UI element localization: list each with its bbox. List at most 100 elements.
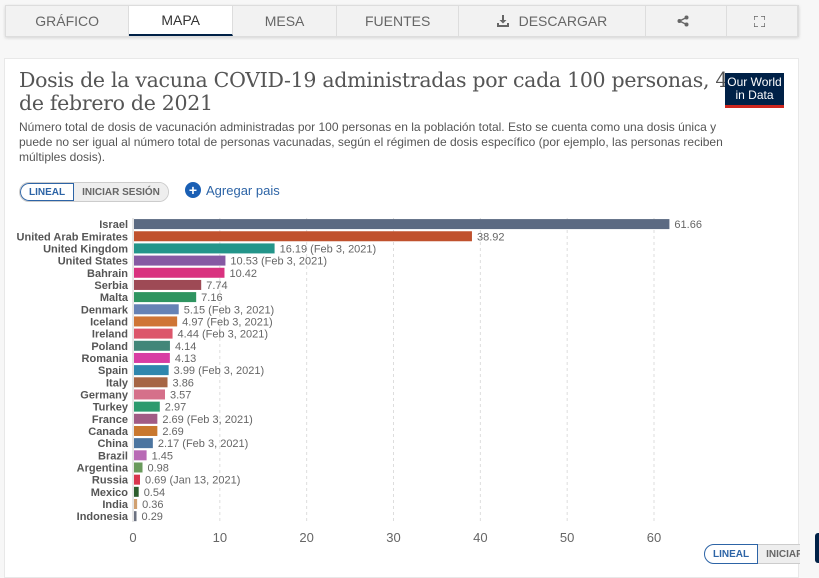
side-panel-handle[interactable] — [815, 533, 819, 563]
scale-linear-button[interactable]: LINEAL — [20, 183, 75, 201]
tab-label: GRÁFICO — [35, 13, 100, 29]
category-label: Malta — [100, 292, 129, 304]
value-label: 7.74 — [206, 280, 227, 292]
tab-mapa[interactable]: MAPA — [129, 6, 234, 36]
category-label: United Arab Emirates — [17, 231, 128, 243]
tab-label: FUENTES — [364, 13, 431, 29]
category-label: Argentina — [77, 462, 129, 474]
tab-descargar[interactable]: DESCARGAR — [459, 6, 646, 36]
category-label: United States — [58, 256, 128, 268]
bar-ireland — [134, 328, 173, 339]
bar-italy — [134, 377, 168, 388]
tab-fullscreen[interactable] — [727, 6, 798, 36]
value-label: 3.57 — [170, 389, 191, 401]
add-country-label: Agregar pais — [206, 182, 280, 198]
category-label: Mexico — [91, 487, 129, 499]
x-tick-label: 20 — [299, 530, 313, 545]
bar-united-arab-emirates — [134, 231, 472, 242]
tab-label: DESCARGAR — [518, 13, 608, 29]
value-label: 2.97 — [165, 402, 186, 414]
category-label: Indonesia — [77, 511, 129, 523]
bar-canada — [134, 425, 158, 436]
tab-share[interactable] — [646, 6, 728, 36]
bar-india — [134, 498, 138, 509]
bar-mexico — [134, 486, 139, 497]
value-label: 5.15 (Feb 3, 2021) — [184, 304, 275, 316]
value-label: 2.17 (Feb 3, 2021) — [158, 438, 249, 450]
bar-united-states — [134, 255, 226, 266]
category-label: Russia — [92, 475, 129, 487]
bar-russia — [134, 474, 140, 485]
value-label: 1.45 — [152, 450, 173, 462]
x-tick-label: 10 — [213, 530, 227, 545]
category-label: Serbia — [94, 280, 129, 292]
value-label: 0.36 — [142, 499, 163, 511]
category-label: Brazil — [98, 450, 128, 462]
category-label: Italy — [106, 377, 129, 389]
tab-fuentes[interactable]: FUENTES — [337, 6, 460, 36]
scale-toggle: LINEAL INICIAR SESIÓN — [19, 182, 169, 202]
bar-turkey — [134, 401, 160, 412]
bar-malta — [134, 292, 197, 303]
bottom-scale-toggle: LINEAL INICIAR — [704, 544, 800, 564]
bar-israel — [134, 219, 670, 230]
logo-line-1: Our World — [727, 75, 782, 89]
bar-china — [134, 438, 153, 449]
value-label: 7.16 — [201, 292, 222, 304]
tab-label: MAPA — [161, 12, 201, 28]
chart-subtitle: Número total de dosis de vacunación admi… — [19, 120, 723, 164]
category-label: India — [102, 499, 129, 511]
value-label: 0.69 (Jan 13, 2021) — [145, 475, 240, 487]
bar-united-kingdom — [134, 243, 275, 254]
bottom-scale-linear-button[interactable]: LINEAL — [704, 544, 759, 564]
value-label: 3.86 — [173, 377, 194, 389]
category-label: Poland — [91, 341, 128, 353]
tab-bar: GRÁFICO MAPA MESA FUENTES DESCARGAR — [5, 5, 799, 37]
category-label: Canada — [88, 426, 129, 438]
x-tick-label: 0 — [129, 530, 136, 545]
value-label: 4.44 (Feb 3, 2021) — [178, 329, 269, 341]
bar-denmark — [134, 304, 179, 315]
value-label: 16.19 (Feb 3, 2021) — [280, 243, 377, 255]
scale-log-button[interactable]: INICIAR SESIÓN — [74, 183, 168, 201]
value-label: 4.97 (Feb 3, 2021) — [182, 316, 273, 328]
bar-poland — [134, 340, 170, 351]
tab-grafico[interactable]: GRÁFICO — [6, 6, 130, 36]
value-label: 0.29 — [142, 511, 163, 523]
bar-bahrain — [134, 267, 225, 278]
bar-brazil — [134, 450, 147, 461]
category-label: Spain — [98, 365, 128, 377]
download-icon — [496, 15, 514, 27]
bar-serbia — [134, 279, 202, 290]
chart-title: Dosis de la vacuna COVID-19 administrada… — [19, 68, 729, 115]
x-tick-label: 30 — [386, 530, 400, 545]
x-tick-label: 60 — [647, 530, 661, 545]
add-country-button[interactable]: + Agregar pais — [185, 182, 280, 198]
value-label: 0.98 — [148, 462, 169, 474]
bar-indonesia — [134, 511, 137, 522]
plus-circle-icon: + — [185, 182, 201, 198]
bar-romania — [134, 352, 170, 363]
category-label: Ireland — [92, 329, 128, 341]
owid-logo[interactable]: Our World in Data — [725, 73, 784, 108]
bar-argentina — [134, 462, 143, 473]
x-tick-label: 50 — [560, 530, 574, 545]
share-icon — [677, 15, 694, 27]
value-label: 38.92 — [477, 231, 505, 243]
category-label: Bahrain — [87, 268, 128, 280]
value-label: 2.69 (Feb 3, 2021) — [162, 414, 253, 426]
logo-line-2: in Data — [735, 88, 774, 102]
value-label: 61.66 — [674, 219, 702, 231]
category-label: Israel — [99, 219, 128, 231]
category-label: Germany — [80, 389, 129, 401]
bottom-scale-log-button[interactable]: INICIAR — [758, 544, 800, 564]
value-label: 0.54 — [144, 487, 165, 499]
value-label: 4.14 — [175, 341, 196, 353]
tab-mesa[interactable]: MESA — [233, 6, 337, 36]
x-tick-label: 40 — [473, 530, 487, 545]
bar-germany — [134, 389, 165, 400]
category-label: Turkey — [93, 402, 129, 414]
category-label: China — [97, 438, 128, 450]
bar-spain — [134, 365, 169, 376]
